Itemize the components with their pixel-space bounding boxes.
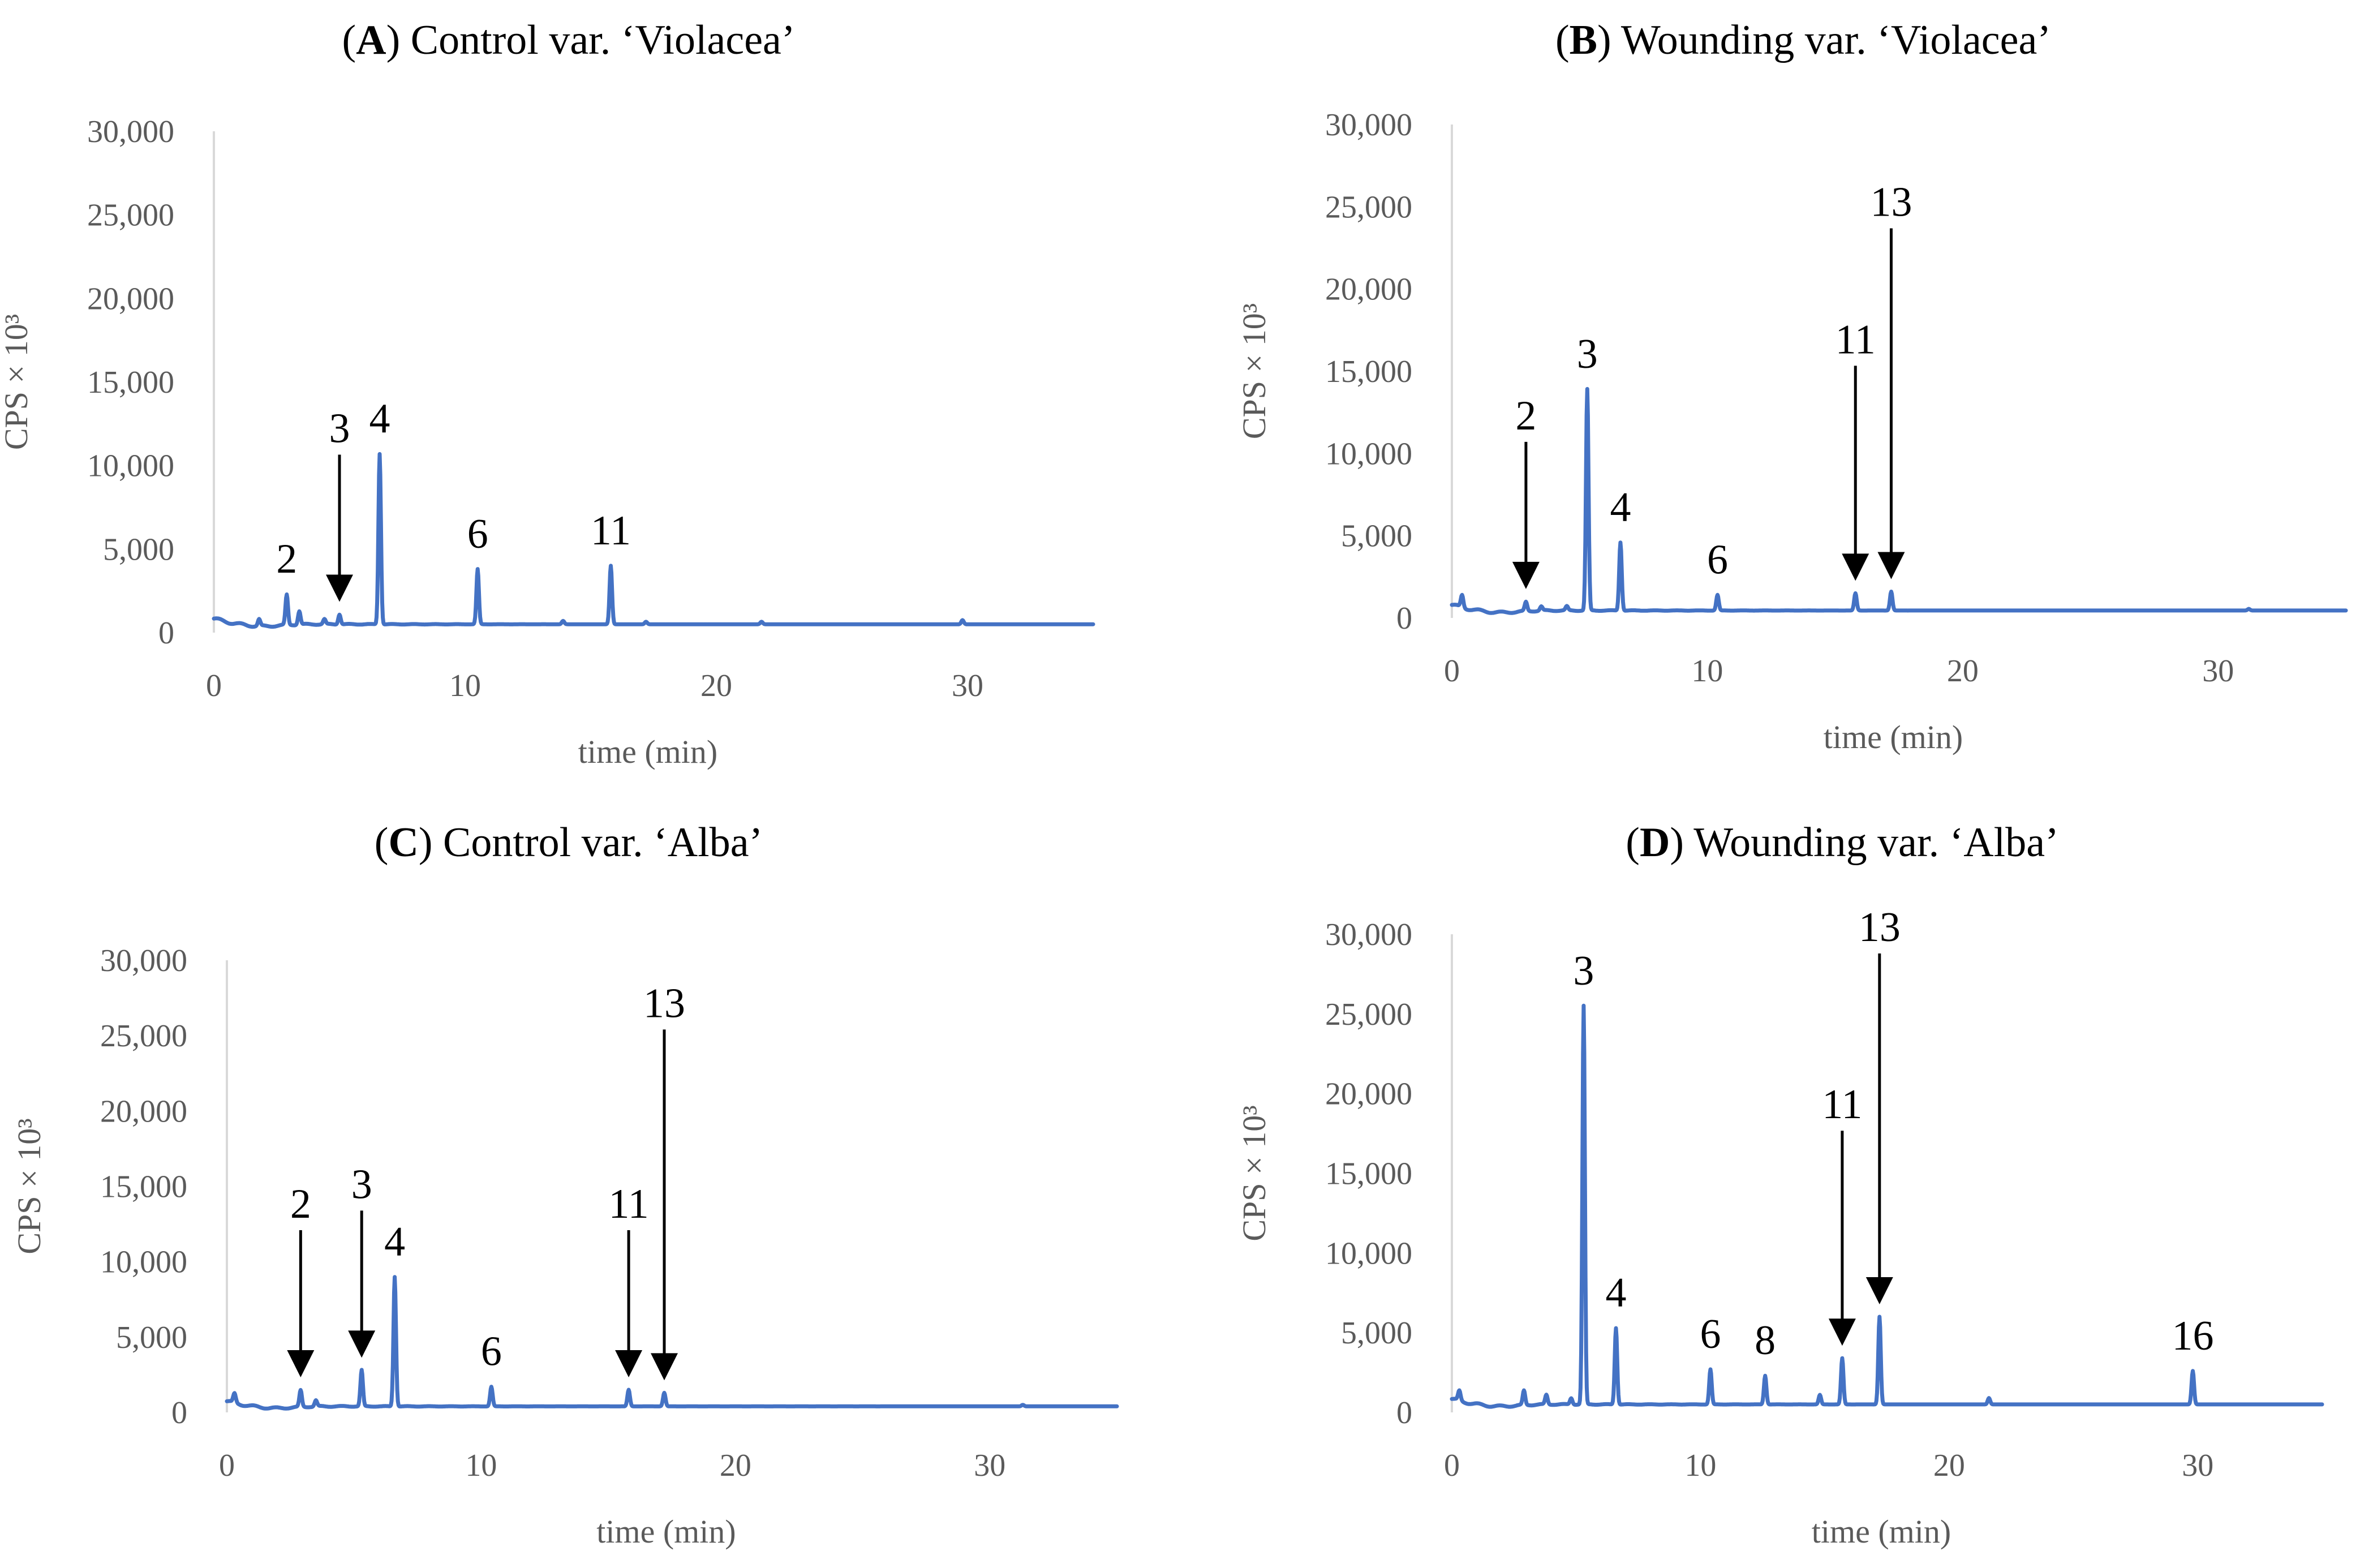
peak-label: 2 xyxy=(1515,393,1536,439)
y-tick-label: 15,000 xyxy=(1325,1157,1412,1192)
y-axis-label: CPS × 10³ xyxy=(1236,1105,1273,1241)
y-tick-label: 10,000 xyxy=(1325,436,1412,471)
y-tick-label: 10,000 xyxy=(87,449,174,484)
x-axis-label: time (min) xyxy=(596,1513,736,1550)
y-tick-label: 30,000 xyxy=(100,943,187,978)
peak-label: 2 xyxy=(290,1181,311,1227)
x-tick-label: 0 xyxy=(219,1448,235,1483)
y-tick-label: 20,000 xyxy=(1325,272,1412,307)
chromatogram-trace xyxy=(1450,1003,2324,1409)
x-tick-label: 10 xyxy=(1691,654,1723,689)
y-tick-label: 5,000 xyxy=(103,532,174,567)
panel-title: (C) Control var. ‘Alba’ xyxy=(375,819,763,866)
y-tick-label: 25,000 xyxy=(87,198,174,233)
x-tick-label: 20 xyxy=(1933,1448,1965,1483)
panel-title: (B) Wounding var. ‘Violacea’ xyxy=(1555,17,2051,63)
y-tick-label: 5,000 xyxy=(1341,1316,1412,1351)
x-tick-label: 20 xyxy=(1947,654,1979,689)
chromatogram-trace xyxy=(1450,386,2348,615)
chromatogram-trace xyxy=(212,452,1095,629)
x-tick-label: 10 xyxy=(465,1448,497,1483)
peak-label: 8 xyxy=(1755,1317,1776,1364)
peak-arrowhead xyxy=(651,1353,678,1381)
panel-title: (D) Wounding var. ‘Alba’ xyxy=(1626,819,2058,866)
x-tick-label: 30 xyxy=(974,1448,1005,1483)
peak-arrowhead xyxy=(1512,561,1540,589)
y-tick-label: 30,000 xyxy=(1325,108,1412,143)
y-tick-label: 20,000 xyxy=(1325,1077,1412,1112)
y-axis-label: CPS × 10³ xyxy=(0,314,35,450)
peak-label: 6 xyxy=(1700,1311,1721,1357)
peak-label: 13 xyxy=(1870,179,1912,225)
peak-arrowhead xyxy=(1865,1277,1893,1304)
peak-label: 11 xyxy=(608,1181,648,1227)
y-tick-label: 25,000 xyxy=(100,1019,187,1054)
peak-label: 6 xyxy=(481,1329,502,1375)
y-tick-label: 0 xyxy=(158,616,174,651)
chart-panel-a: (A) Control var. ‘Violacea’ 0 5,000 10,000 1… xyxy=(0,17,1095,770)
peak-label: 4 xyxy=(1610,484,1631,530)
y-tick-label: 15,000 xyxy=(1325,354,1412,389)
y-tick-label: 25,000 xyxy=(1325,997,1412,1032)
y-tick-label: 30,000 xyxy=(1325,917,1412,952)
y-tick-label: 25,000 xyxy=(1325,190,1412,225)
x-tick-label: 10 xyxy=(1684,1448,1716,1483)
peak-label: 3 xyxy=(329,406,350,452)
y-tick-label: 5,000 xyxy=(116,1320,187,1355)
x-tick-label: 10 xyxy=(449,668,481,703)
y-axis-label: CPS × 10³ xyxy=(11,1118,48,1254)
peak-label: 4 xyxy=(369,396,390,442)
chart-panel-c: (C) Control var. ‘Alba’ 0 5,000 10,000 15,00… xyxy=(11,819,1119,1550)
chromatogram-trace xyxy=(225,1275,1119,1411)
x-tick-label: 0 xyxy=(1444,1448,1460,1483)
peak-label: 6 xyxy=(1707,536,1728,583)
peak-arrowhead xyxy=(1842,553,1869,581)
peak-arrowhead xyxy=(348,1330,376,1358)
peak-label: 11 xyxy=(1835,316,1876,363)
peak-label: 13 xyxy=(643,980,685,1026)
panel-title: (A) Control var. ‘Violacea’ xyxy=(342,17,795,63)
y-axis-label: CPS × 10³ xyxy=(1236,303,1273,439)
x-axis-label: time (min) xyxy=(1812,1513,1951,1550)
x-tick-label: 0 xyxy=(1444,654,1460,689)
x-tick-label: 0 xyxy=(206,668,222,703)
y-tick-label: 5,000 xyxy=(1341,519,1412,554)
y-tick-label: 15,000 xyxy=(100,1170,187,1205)
x-tick-label: 30 xyxy=(2182,1448,2213,1483)
y-tick-label: 15,000 xyxy=(87,365,174,400)
x-axis-label: time (min) xyxy=(578,733,717,770)
y-tick-label: 10,000 xyxy=(100,1245,187,1280)
peak-arrowhead xyxy=(326,574,353,602)
y-tick-label: 10,000 xyxy=(1325,1236,1412,1271)
peak-label: 3 xyxy=(1577,331,1598,377)
y-tick-label: 30,000 xyxy=(87,114,174,149)
peak-label: 6 xyxy=(467,511,488,557)
peak-label: 11 xyxy=(591,508,631,554)
peak-arrowhead xyxy=(615,1350,643,1378)
y-tick-label: 20,000 xyxy=(87,281,174,316)
y-tick-label: 0 xyxy=(1396,1395,1412,1430)
peak-arrowhead xyxy=(287,1350,315,1378)
y-tick-label: 0 xyxy=(171,1395,187,1430)
x-tick-label: 30 xyxy=(2202,654,2234,689)
chart-panel-b: (B) Wounding var. ‘Violacea’ 0 5,000 10,000… xyxy=(1236,17,2348,755)
peak-label: 4 xyxy=(1606,1270,1627,1316)
peak-arrowhead xyxy=(1877,552,1905,579)
x-tick-label: 20 xyxy=(700,668,732,703)
x-axis-label: time (min) xyxy=(1824,719,1963,755)
x-tick-label: 20 xyxy=(720,1448,751,1483)
peak-label: 13 xyxy=(1859,904,1901,951)
peak-label: 3 xyxy=(351,1161,372,1208)
y-tick-label: 20,000 xyxy=(100,1094,187,1129)
peak-arrowhead xyxy=(1828,1318,1856,1346)
y-tick-label: 0 xyxy=(1396,601,1412,636)
peak-label: 4 xyxy=(384,1218,405,1265)
x-tick-label: 30 xyxy=(952,668,983,703)
peak-label: 3 xyxy=(1573,948,1594,994)
peak-label: 16 xyxy=(2172,1313,2213,1359)
peak-label: 2 xyxy=(276,536,297,582)
chart-panel-d: (D) Wounding var. ‘Alba’ 0 5,000 10,000 15,0… xyxy=(1236,819,2324,1550)
peak-label: 11 xyxy=(1822,1081,1862,1128)
